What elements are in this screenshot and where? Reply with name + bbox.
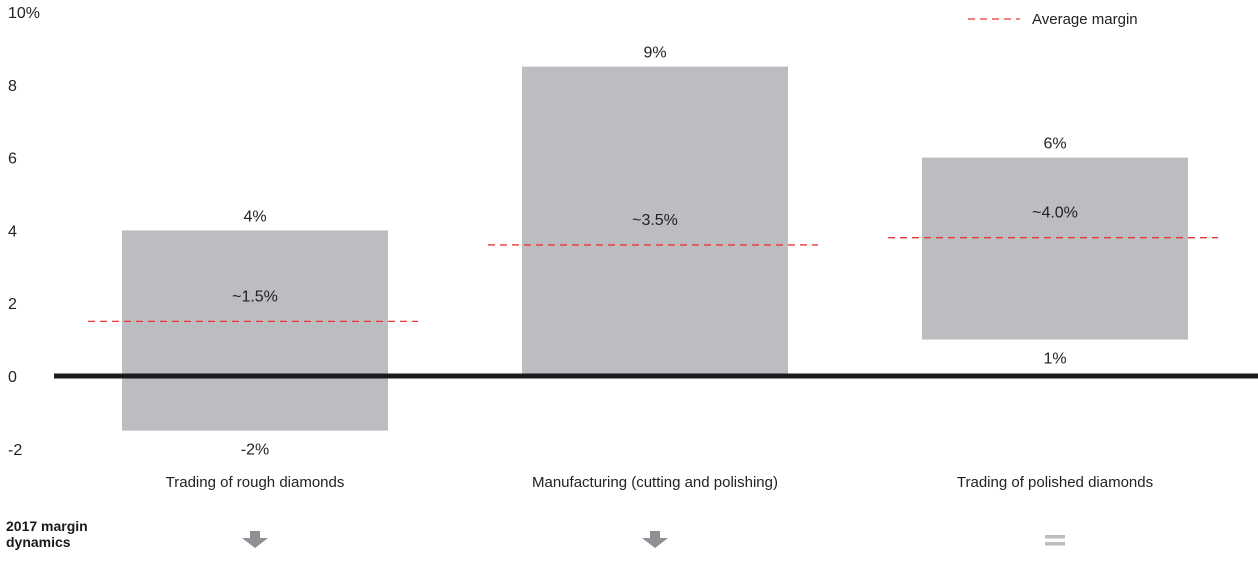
dynamics-indicators	[242, 531, 1065, 548]
equals-icon	[1045, 535, 1065, 539]
bar	[922, 157, 1188, 340]
y-tick-label: 10%	[8, 5, 40, 22]
y-tick-label: 2	[8, 296, 17, 313]
arrow-down-icon	[242, 531, 268, 548]
bar-high-label: 4%	[243, 208, 266, 225]
category-label: Manufacturing (cutting and polishing)	[532, 474, 778, 491]
average-lines	[88, 237, 1218, 323]
value-labels: 4% -2% ~1.5% 9% ~3.5% 6% 1% ~4.0%	[232, 45, 1078, 459]
dynamics-title-line1: 2017 margin	[6, 518, 88, 534]
category-labels: Trading of rough diamonds Manufacturing (…	[166, 474, 1153, 491]
dynamics-title-line2: dynamics	[6, 534, 71, 550]
y-tick-label: 4	[8, 223, 17, 240]
equals-icon	[1045, 542, 1065, 546]
category-label: Trading of rough diamonds	[166, 474, 345, 491]
average-label: ~1.5%	[232, 288, 278, 305]
y-axis: 10% 8 6 4 2 0 -2	[8, 5, 40, 459]
bar	[122, 230, 388, 431]
y-tick-label: -2	[8, 442, 22, 459]
bars	[122, 66, 1188, 431]
average-label: ~3.5%	[632, 212, 678, 229]
dynamics-title: 2017 margin dynamics	[6, 518, 116, 550]
y-tick-label: 8	[8, 78, 17, 95]
bar	[522, 66, 788, 376]
arrow-down-icon	[642, 531, 668, 548]
bar-high-label: 9%	[643, 45, 666, 62]
bar-high-label: 6%	[1043, 136, 1066, 153]
average-label: ~4.0%	[1032, 205, 1078, 222]
bar-low-label: 1%	[1043, 351, 1066, 368]
y-tick-label: 0	[8, 369, 17, 386]
bar-low-label: -2%	[241, 442, 269, 459]
category-label: Trading of polished diamonds	[957, 474, 1153, 491]
y-tick-label: 6	[8, 151, 17, 168]
legend-label: Average margin	[1032, 11, 1138, 28]
legend: Average margin	[968, 11, 1138, 28]
